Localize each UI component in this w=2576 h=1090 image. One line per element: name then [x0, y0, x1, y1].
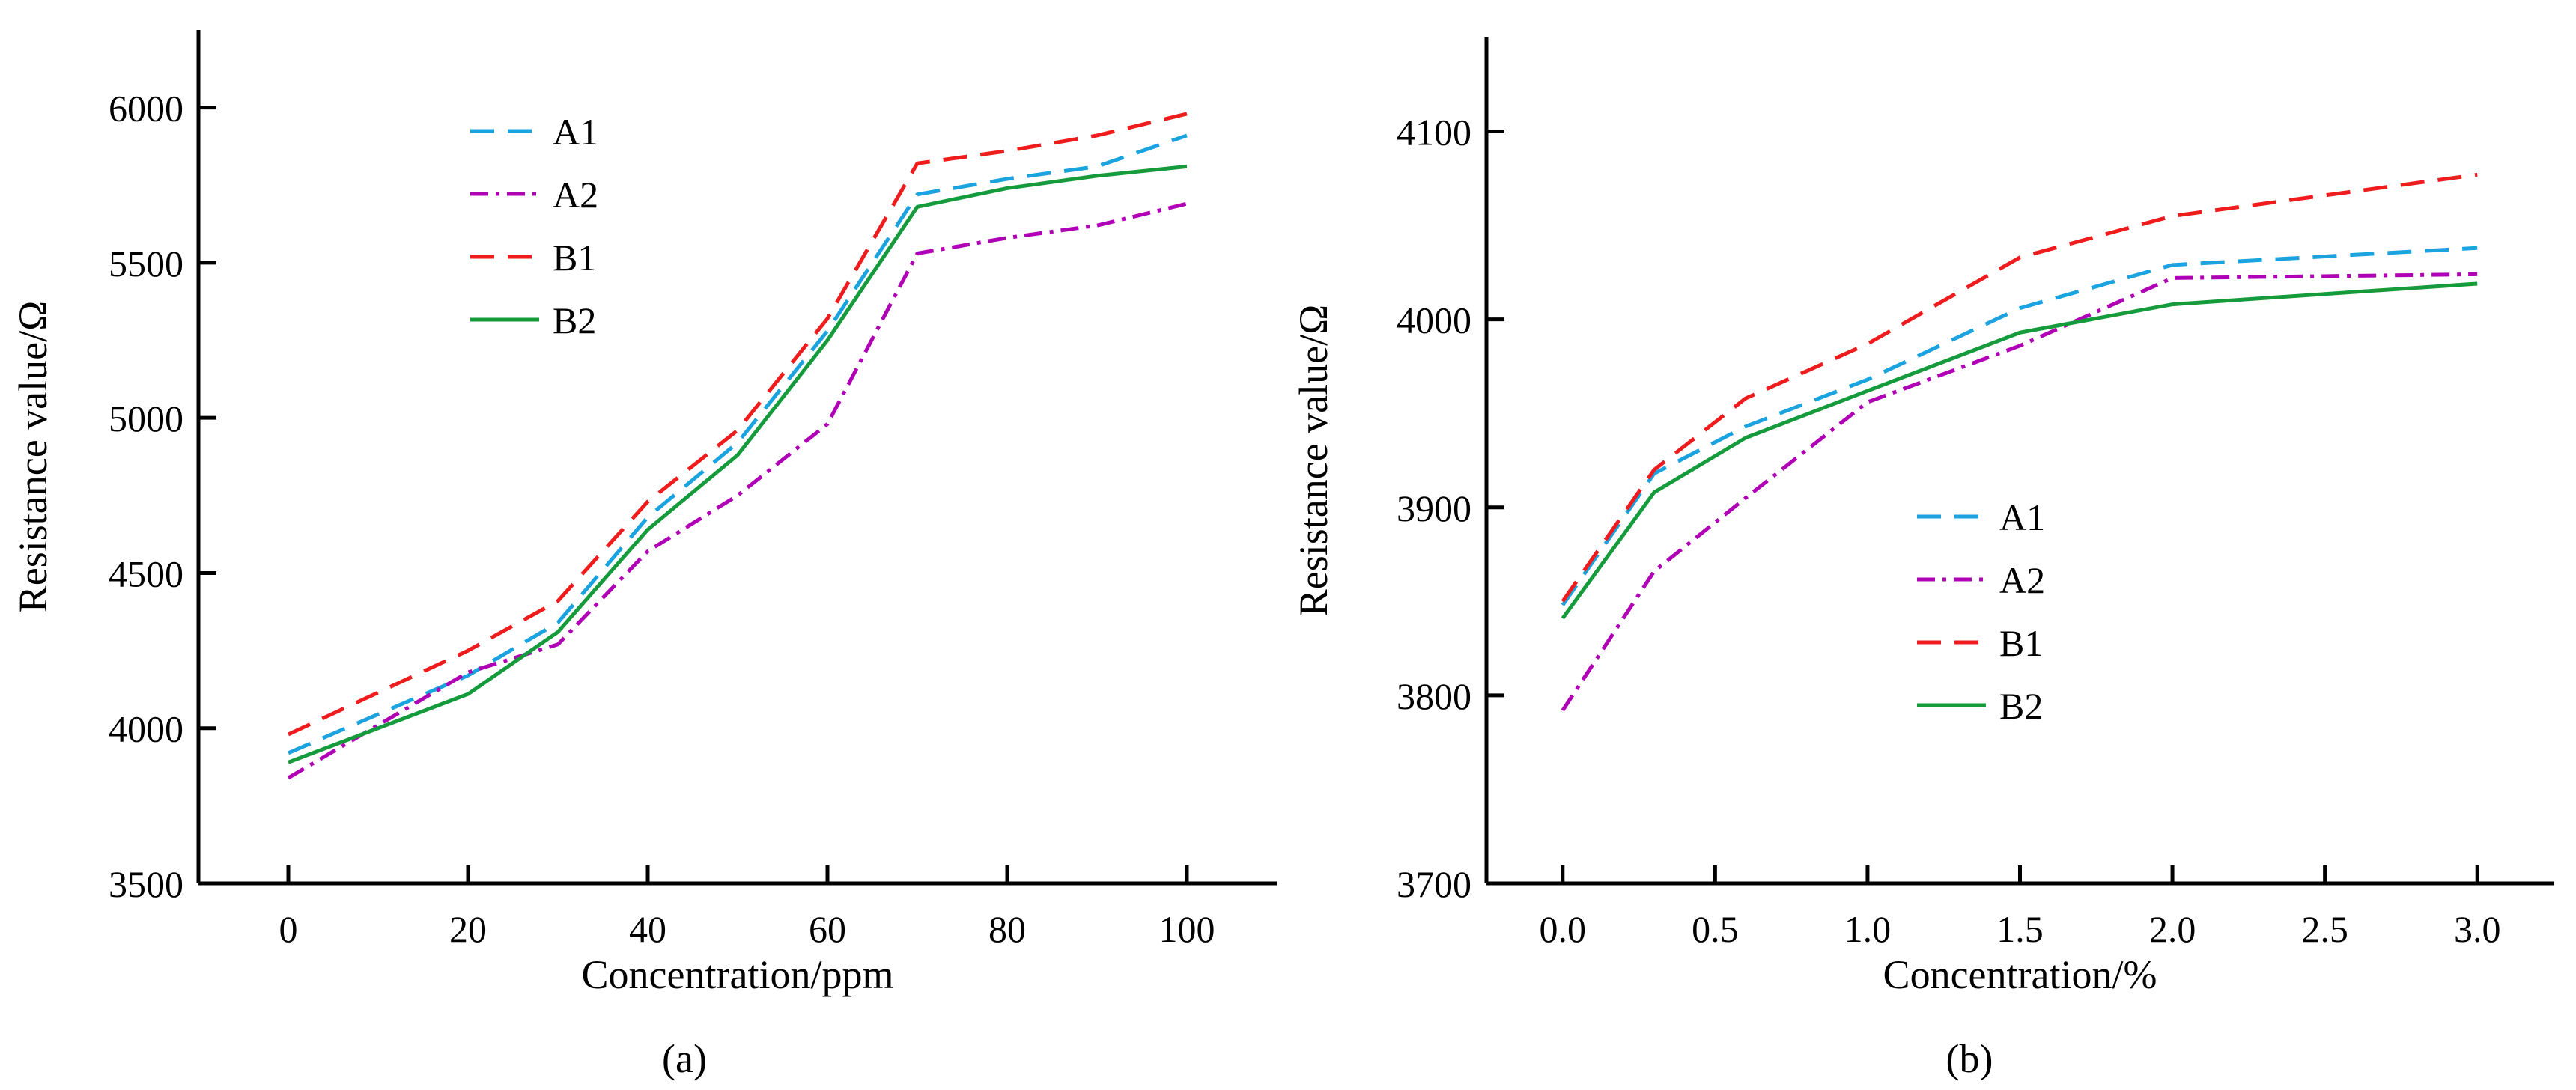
y-tick-label: 5500: [109, 243, 183, 284]
y-tick-label: 4100: [1397, 112, 1471, 153]
legend-label-b1: B1: [1999, 622, 2043, 664]
legend-label-b2: B2: [553, 299, 596, 341]
series-line-a1: [288, 133, 1188, 755]
x-axis-title: Concentration/ppm: [582, 952, 894, 997]
x-tick-label: 1.5: [1996, 908, 2044, 950]
y-tick-label: 4000: [109, 708, 183, 750]
panel-a-chart: 3500 4000 4500 5000 5500 6000 0 20 40 60 80 100 Conc…: [10, 30, 1277, 997]
y-tick-label: 4500: [109, 552, 183, 594]
y-axis-title: Resistance value/Ω: [10, 301, 55, 613]
x-axis-title: Concentration/%: [1883, 952, 2157, 997]
x-tick-label: 2.0: [2149, 908, 2196, 950]
y-tick-label: 5000: [109, 398, 183, 439]
series-line-a2: [287, 201, 1188, 780]
legend-label-a1: A1: [553, 111, 598, 153]
x-tick-label: 1.0: [1844, 908, 1892, 950]
panel-a-caption: (a): [662, 1036, 707, 1081]
x-tick-label: 40: [629, 908, 666, 950]
y-tick-label: 3700: [1397, 863, 1471, 905]
y-tick-label: 3900: [1397, 487, 1471, 529]
legend-label-b1: B1: [553, 237, 596, 278]
x-tick-label: 0.5: [1692, 908, 1739, 950]
series-line-b2: [288, 164, 1188, 764]
panel-b-chart: 3700 3800 3900 4000 4100 0.0 0.5 1.0 1.5 2.0 2.5 3.…: [1291, 37, 2554, 997]
y-tick-label: 3800: [1397, 675, 1471, 717]
series-line-b1: [1561, 172, 2478, 603]
series-line-a1: [1561, 246, 2478, 606]
legend-label-a2: A2: [553, 174, 598, 216]
x-tick-label: 20: [449, 908, 487, 950]
series-line-b2: [1561, 281, 2478, 620]
x-tick-label: 0.0: [1540, 908, 1587, 950]
y-axis-title: Resistance value/Ω: [1291, 305, 1336, 617]
legend-label-a1: A1: [1999, 496, 2045, 538]
x-tick-label: 2.5: [2301, 908, 2348, 950]
x-tick-label: 80: [988, 908, 1026, 950]
y-tick-label: 3500: [109, 863, 183, 905]
x-tick-label: 60: [809, 908, 846, 950]
series-line-b1: [287, 112, 1188, 737]
y-tick-label: 4000: [1397, 299, 1471, 341]
legend-label-b2: B2: [1999, 685, 2043, 727]
legend-label-a2: A2: [1999, 559, 2045, 601]
y-tick-label: 6000: [109, 88, 183, 130]
x-tick-label: 0: [279, 908, 298, 950]
x-tick-label: 100: [1159, 908, 1215, 950]
x-tick-label: 3.0: [2454, 908, 2501, 950]
panel-b-caption: (b): [1946, 1036, 1993, 1081]
